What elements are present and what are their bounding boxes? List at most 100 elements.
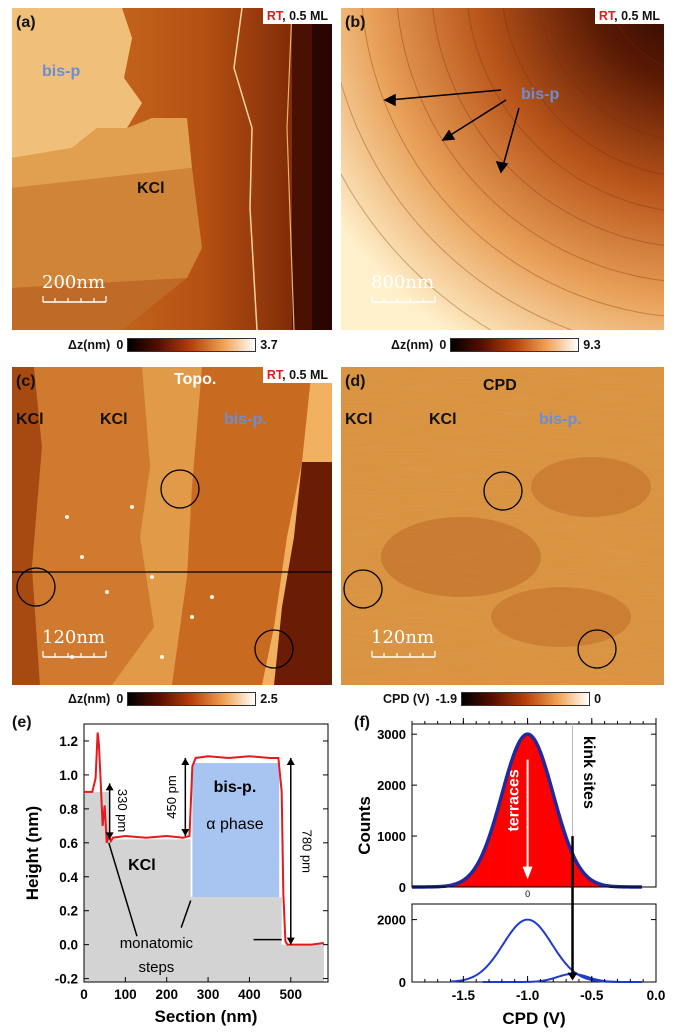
colorbar-gradient — [127, 338, 256, 352]
rt-label: RT — [599, 9, 614, 23]
x-tick-label: -1.0 — [516, 988, 539, 1003]
y-tick-label: 0.0 — [59, 938, 78, 953]
colorbar: CPD (V) -1.9 0 — [383, 692, 601, 706]
colorbar-gradient — [450, 338, 579, 352]
x-tick-label: 100 — [114, 987, 137, 1002]
colorbar-min: 0 — [439, 338, 446, 352]
label-780pm: 780 pm — [299, 830, 314, 873]
y-tick-label: 0.2 — [59, 904, 78, 919]
colorbar-label: Δz(nm) — [391, 338, 433, 352]
panel-label: (b) — [345, 14, 365, 32]
x-tick-label: 0 — [80, 987, 88, 1002]
coverage-label: , 0.5 ML — [282, 9, 328, 23]
bisp-label: bis-p — [521, 86, 559, 104]
label-450pm: 450 pm — [164, 775, 179, 818]
y-tick-label: 1.2 — [59, 734, 78, 749]
y-axis-label: Counts — [355, 796, 374, 855]
histogram-bar — [530, 736, 533, 887]
x-tick-label: -0.5 — [580, 988, 604, 1003]
label-bisp: bis-p. — [214, 779, 257, 796]
panel-label: (c) — [16, 373, 36, 391]
bisp-label: bis-p. — [224, 411, 267, 429]
arrow-450pm-head-top — [181, 758, 189, 765]
x-tick-label: 400 — [238, 987, 261, 1002]
label-monatomic: monatomic — [120, 935, 194, 952]
colorbar-min: -1.9 — [436, 692, 458, 706]
panel-c: (c) Topo. RT, 0.5 ML KCl KCl bis-p. 120n… — [12, 367, 332, 707]
histogram-bar — [543, 763, 546, 887]
x-tick-label: -1.5 — [452, 988, 476, 1003]
colorbar-label: Δz(nm) — [68, 692, 110, 706]
scale-bar: 800nm — [371, 272, 437, 308]
scale-bar: 120nm — [42, 627, 108, 663]
colorbar-min: 0 — [116, 692, 123, 706]
condition-badge: RT, 0.5 ML — [595, 8, 664, 24]
topo-title: Topo. — [174, 371, 216, 389]
histogram-bar — [556, 808, 559, 887]
colorbar: Δz(nm) 0 3.7 — [68, 338, 278, 352]
panel-label: (a) — [16, 14, 36, 32]
label-330pm: 330 pm — [115, 789, 130, 832]
colorbar-gradient — [461, 692, 590, 706]
x-tick-label: 300 — [197, 987, 220, 1002]
colorbar-label: CPD (V) — [383, 692, 430, 706]
scale-bar: 200nm — [42, 272, 108, 308]
colorbar-max: 9.3 — [583, 338, 600, 352]
scale-ticks — [371, 272, 437, 308]
histogram-bar — [494, 817, 497, 887]
label-alpha-phase: α phase — [206, 816, 263, 833]
arrow-780pm-head-top — [287, 758, 295, 765]
histogram-bar — [502, 790, 505, 887]
terraces-label: terraces — [506, 769, 523, 831]
terrace-component-line — [451, 920, 642, 982]
panel-a: (a) RT, 0.5 ML bis-p KCl 200nm Δz(nm) 0 … — [12, 8, 332, 360]
histogram-bar — [540, 756, 543, 887]
colorbar-min: 0 — [116, 338, 123, 352]
y-tick-label: 0.4 — [59, 870, 78, 885]
arrow-450pm-head-bottom — [181, 829, 189, 836]
histogram-bar — [551, 790, 554, 887]
histogram-bar — [533, 739, 536, 887]
histogram-bar — [497, 808, 500, 887]
x-tick-label: 200 — [155, 987, 178, 1002]
histogram-bar — [548, 781, 551, 887]
histogram-bar — [553, 799, 556, 887]
kcl-label: KCl — [137, 180, 165, 198]
rt-label: RT — [267, 368, 282, 382]
kcl-label-1: KCl — [345, 411, 373, 429]
histogram-bar — [522, 736, 525, 887]
x-axis-label: Section (nm) — [155, 1007, 258, 1026]
label-kcl: KCl — [128, 857, 156, 874]
colorbar: Δz(nm) 0 2.5 — [68, 692, 278, 706]
kcl-label-2: KCl — [429, 411, 457, 429]
panel-b: (b) RT, 0.5 ML bis-p 800nm Δz(nm) 0 9.3 — [341, 8, 664, 360]
y-tick-label: 0.8 — [59, 802, 78, 817]
bisp-label: bis-p. — [539, 411, 582, 429]
kink-sites-label: kink sites — [580, 736, 597, 809]
panel-label: (d) — [345, 373, 365, 391]
y-tick-label: 0.6 — [59, 836, 78, 851]
histogram-bar — [546, 772, 549, 887]
x-tick-label: 0.0 — [647, 988, 666, 1003]
histogram-bar — [538, 749, 541, 887]
y-tick-label: 1.0 — [59, 768, 78, 783]
colorbar-max: 0 — [594, 692, 601, 706]
condition-badge: RT, 0.5 ML — [263, 8, 332, 24]
condition-badge: RT, 0.5 ML — [263, 367, 332, 383]
y-tick-label: 2000 — [377, 778, 406, 793]
y-tick-label: 0 — [399, 880, 406, 895]
histogram-bar — [558, 817, 561, 887]
panel-d: (d) CPD KCl KCl bis-p. 120nm CPD (V) -1.… — [341, 367, 664, 707]
cpd-title: CPD — [483, 377, 517, 395]
colorbar-label: Δz(nm) — [68, 338, 110, 352]
x-axis-label: CPD (V) — [502, 1009, 565, 1028]
kcl-label-2: KCl — [100, 411, 128, 429]
kcl-label-1: KCl — [16, 411, 44, 429]
panel-e: (e) -0.2 0.0 0.2 0.4 0.6 0.8 1.0 1.2 0 100 200 300 4… — [12, 712, 342, 1028]
zero-marker: 0 — [525, 889, 530, 899]
panel-label: (e) — [12, 714, 32, 732]
y-tick-label: -0.2 — [55, 972, 78, 987]
